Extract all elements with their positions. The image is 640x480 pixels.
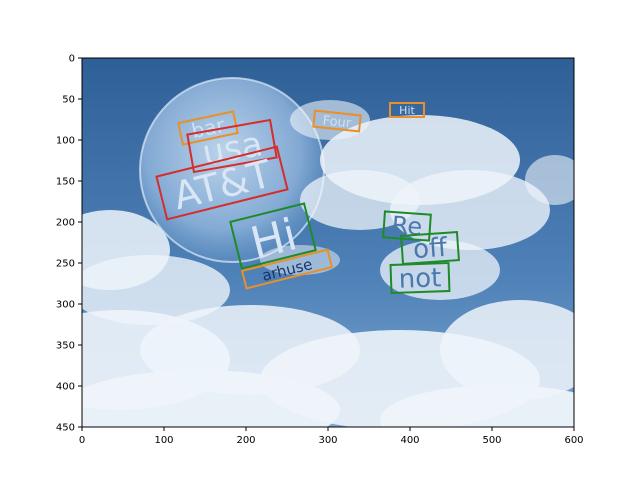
word-off: off — [400, 231, 460, 265]
x-tick-label: 500 — [482, 435, 501, 446]
x-tick-label: 200 — [236, 435, 255, 446]
y-tick-label: 50 — [62, 95, 75, 106]
y-tick-label: 400 — [56, 382, 75, 393]
x-tick-label: 400 — [400, 435, 419, 446]
y-tick-label: 0 — [69, 54, 75, 65]
y-tick-label: 250 — [56, 259, 75, 270]
x-tick-label: 600 — [564, 435, 583, 446]
planet — [140, 78, 324, 262]
clouds — [82, 100, 574, 427]
y-tick-label: 150 — [56, 177, 75, 188]
x-axis: 0 100 200 300 400 500 600 — [79, 427, 584, 446]
y-tick-label: 350 — [56, 341, 75, 352]
y-tick-label: 300 — [56, 300, 75, 311]
y-tick-label: 100 — [56, 136, 75, 147]
word-hit: Hit — [389, 102, 425, 118]
svg-text:not: not — [398, 263, 442, 294]
svg-text:off: off — [412, 233, 449, 265]
svg-text:Hit: Hit — [399, 104, 415, 117]
word-four: Four — [312, 109, 362, 133]
photo — [82, 58, 574, 427]
x-tick-label: 0 — [79, 435, 85, 446]
x-tick-label: 300 — [318, 435, 337, 446]
word-not: not — [389, 261, 451, 295]
x-tick-label: 100 — [154, 435, 173, 446]
y-tick-label: 200 — [56, 218, 75, 229]
svg-text:Four: Four — [322, 114, 353, 132]
y-axis: 0 50 100 150 200 250 300 350 400 450 — [56, 54, 82, 434]
y-tick-label: 450 — [56, 423, 75, 434]
